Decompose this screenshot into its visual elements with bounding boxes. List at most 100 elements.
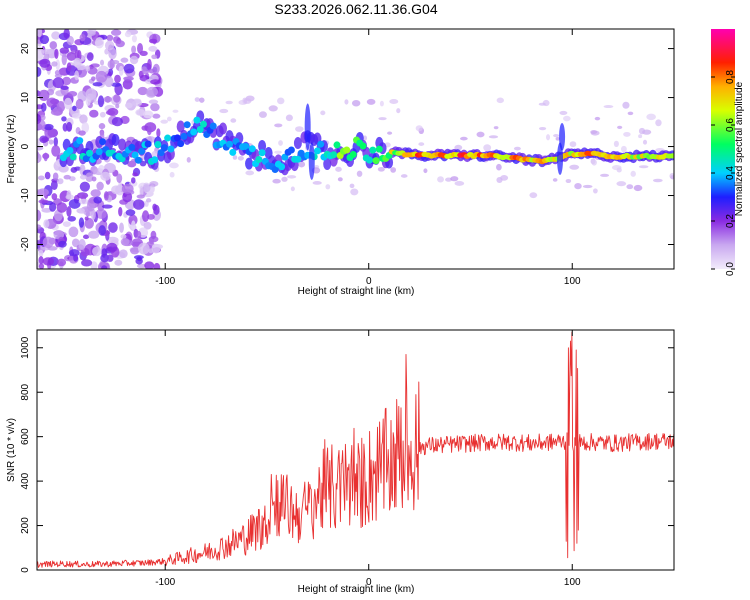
spectrogram-ridge-core (131, 151, 139, 159)
spectrogram-noise-blob (150, 230, 157, 240)
spectrogram-ridge-halo (85, 140, 94, 153)
spectrogram-ridge-core (226, 140, 234, 148)
spectrogram-noise-blob (55, 59, 60, 71)
spectrogram-ridge-core (82, 155, 90, 163)
spectrogram-noise-blob (58, 240, 67, 248)
spectrogram-ridge-core (333, 141, 341, 149)
spectrogram-ridge-core (255, 155, 263, 163)
spectrogram-noise-blob (37, 29, 43, 38)
spectrogram-ridge-core (76, 137, 84, 145)
spectrogram-noise-blob (142, 110, 154, 119)
spectrogram-noise-blob (92, 246, 102, 257)
colorbar-scale (711, 29, 735, 269)
spectrogram-noise-blob (66, 35, 74, 46)
spectrogram-noise-blob (73, 57, 82, 68)
spectrogram-noise-blob (54, 70, 60, 76)
spectrogram-xtick-label: 100 (564, 276, 581, 287)
spectrogram-noise-blob (56, 258, 67, 267)
spectrogram-noise-blob (152, 113, 161, 119)
spectrogram-noise-blob (169, 162, 179, 169)
spectrogram-noise-blob (61, 116, 67, 122)
spectrogram-noise-blob (160, 119, 169, 124)
spectrogram-noise-blob (146, 125, 152, 136)
spectrogram-ytick-label: 20 (20, 43, 31, 55)
spectrogram-noise-blob (335, 166, 342, 172)
spectrogram-noise-blob (142, 210, 150, 222)
spectrogram-ridge-core (229, 148, 237, 156)
spectrogram-noise-blob (349, 183, 355, 189)
spectrogram-noise-blob (91, 176, 97, 182)
spectrogram-ridge-core (258, 149, 266, 157)
spectrogram-noise-blob (194, 97, 200, 102)
spectrogram-noise-blob (565, 178, 572, 184)
spectrogram-noise-blob (312, 181, 322, 185)
spectrogram-noise-blob (130, 247, 140, 255)
spectrogram-noise-blob (82, 234, 90, 240)
colorbar-tick-label: 0.8 (725, 70, 736, 84)
spectrogram-noise-blob (152, 203, 157, 211)
spectrogram-noise-blob (88, 230, 100, 239)
spectrogram-noise-blob (39, 58, 51, 68)
snr-ylabel: SNR (10 * v/v) (6, 418, 17, 482)
snr-xtick-label: -100 (155, 577, 175, 588)
spectrogram-noise-blob (148, 99, 159, 104)
colorbar-tick-label: 0.4 (725, 166, 736, 180)
spectrogram-noise-blob (66, 206, 72, 217)
spectrogram-noise-blob (115, 40, 125, 48)
spectrogram-noise-blob (136, 256, 142, 262)
spectrogram-noise-blob (51, 31, 61, 40)
spectrogram-noise-blob (70, 44, 78, 53)
spectrogram-noise-blob (496, 163, 502, 171)
spectrogram-noise-blob (78, 130, 86, 136)
colorbar-label: Normalized spectral amplitude (734, 81, 745, 216)
spectrogram-noise-blob (337, 177, 343, 182)
spectrogram-noise-blob (51, 145, 61, 157)
spectrogram-noise-blob (115, 103, 120, 109)
spectrogram-noise-blob (37, 175, 45, 181)
spectrogram-noise-blob (52, 77, 65, 89)
spectrogram-noise-blob (95, 70, 108, 83)
spectrogram-noise-blob (96, 181, 104, 191)
spectrogram-noise-blob (563, 115, 571, 122)
spectrogram-noise-blob (143, 221, 152, 230)
spectrogram-noise-blob (594, 116, 601, 121)
spectrogram-noise-blob (110, 29, 122, 36)
spectrogram-ridge-halo (219, 122, 228, 135)
spectrogram-noise-blob (627, 111, 634, 116)
spectrogram-noise-blob (488, 135, 499, 139)
spectrogram-noise-blob (58, 164, 69, 173)
spectrogram-noise-blob (103, 96, 113, 103)
spectrogram-noise-blob (78, 208, 85, 214)
spectrogram-noise-blob (230, 118, 237, 123)
spectrogram-noise-blob (493, 126, 499, 130)
spectrogram-noise-blob (552, 178, 558, 182)
chart-title: S233.2026.062.11.36.G04 (274, 1, 437, 17)
spectrogram-noise-blob (75, 98, 84, 110)
spectrogram-noise-blob (529, 192, 538, 199)
spectrogram-noise-blob (500, 174, 509, 181)
spectrogram-noise-blob (59, 47, 70, 54)
spectrogram-noise-blob (44, 127, 54, 139)
spectrogram-ridge-core (180, 132, 188, 140)
spectrogram-noise-blob (390, 167, 397, 173)
spectrogram-noise-blob (100, 59, 105, 66)
spectrogram-ridge-halo (323, 158, 332, 171)
spectrogram-noise-blob (106, 242, 118, 252)
spectrogram-ridge-core (209, 122, 217, 130)
spectrogram-noise-blob (124, 102, 133, 109)
spectrogram-noise-blob (136, 263, 147, 269)
spectrogram-noise-blob (118, 180, 123, 193)
snr-ytick-label: 400 (20, 472, 31, 489)
spectrogram-noise-blob (70, 167, 78, 173)
spectrogram-noise-blob (89, 109, 99, 118)
spectrogram-streak (557, 142, 564, 176)
spectrogram-noise-blob (621, 145, 627, 153)
spectrogram-ridge-core (287, 146, 295, 154)
spectrogram-noise-blob (225, 100, 233, 105)
spectrogram-noise-blob (389, 98, 399, 104)
spectrogram-noise-blob (137, 42, 144, 54)
spectrogram-noise-blob (150, 103, 160, 112)
spectrogram-noise-blob (277, 97, 285, 105)
spectrogram-noise-blob (38, 263, 45, 269)
